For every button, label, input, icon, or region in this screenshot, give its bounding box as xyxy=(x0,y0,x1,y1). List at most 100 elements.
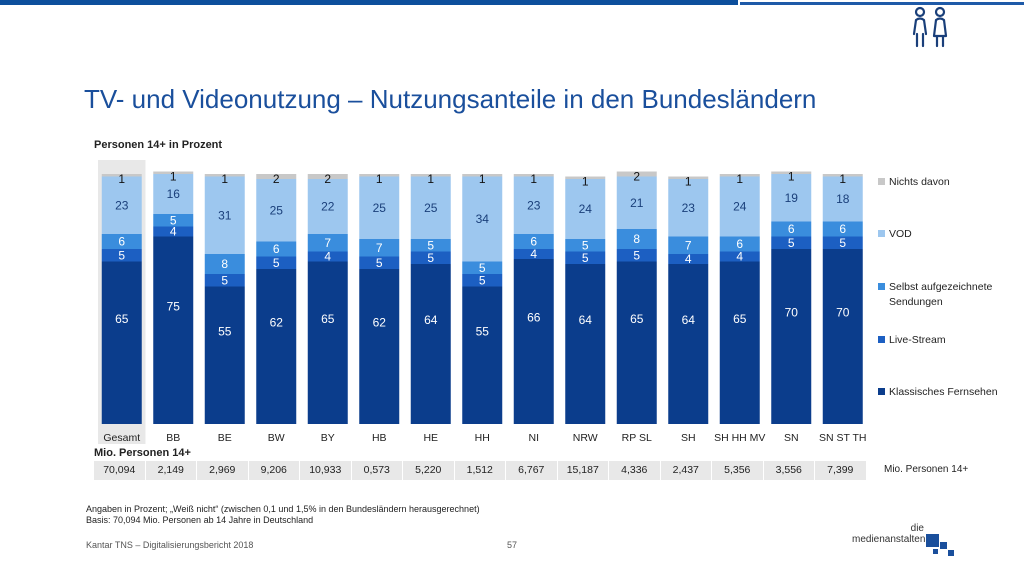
category-label: BW xyxy=(268,432,285,444)
category-label: BE xyxy=(218,432,232,444)
mio-row: 70,094 2,149 2,969 9,206 10,933 0,573 5,… xyxy=(94,461,867,480)
category-label: SH xyxy=(681,432,696,444)
bar-segment xyxy=(256,179,297,242)
bar-segment xyxy=(462,261,503,274)
legend-swatch xyxy=(878,336,885,343)
data-label: 1 xyxy=(118,172,125,186)
logo-text: die medienanstalten xyxy=(852,523,926,545)
bar-segment xyxy=(513,176,554,234)
mio-row-label: Mio. Personen 14+ xyxy=(884,464,969,475)
data-label: 6 xyxy=(273,242,280,256)
bar-segment xyxy=(616,249,657,262)
legend-swatch xyxy=(878,388,885,395)
legend-swatch xyxy=(878,283,885,290)
data-label: 23 xyxy=(527,198,541,212)
data-label: 70 xyxy=(836,306,850,320)
logo-line-2: medienanstalten xyxy=(852,534,926,545)
bar-segment xyxy=(256,256,297,269)
bar-segment xyxy=(462,274,503,287)
category-label: SN xyxy=(784,432,799,444)
data-label: 1 xyxy=(582,175,589,189)
bar-segment xyxy=(616,171,657,177)
bar-segment xyxy=(668,264,709,424)
data-label: 4 xyxy=(736,250,743,264)
medienanstalten-logo-icon xyxy=(926,534,954,556)
bar-segment xyxy=(719,176,760,237)
bar-segment xyxy=(771,174,812,222)
bar-segment xyxy=(822,236,863,249)
logo-line-1: die xyxy=(910,523,924,534)
bar-segment xyxy=(513,174,554,177)
data-label: 19 xyxy=(785,191,799,205)
bar-segment xyxy=(153,214,194,227)
bar-segment xyxy=(153,236,194,424)
bar-segment xyxy=(771,236,812,249)
mio-cell: 1,512 xyxy=(454,461,506,480)
data-label: 62 xyxy=(270,316,284,330)
legend-swatch xyxy=(878,230,885,237)
bar-segment xyxy=(410,176,451,239)
mio-cell: 5,220 xyxy=(403,461,455,480)
data-label: 24 xyxy=(579,202,593,216)
mio-cell: 10,933 xyxy=(300,461,352,480)
legend-label: Sendungen xyxy=(889,296,943,308)
data-label: 55 xyxy=(218,324,232,338)
mio-cell: 2,969 xyxy=(197,461,249,480)
bar-segment xyxy=(153,226,194,237)
footnote-1: Angaben in Prozent; „Weiß nicht“ (zwisch… xyxy=(86,504,480,514)
data-label: 5 xyxy=(221,273,228,287)
bar-segment xyxy=(771,221,812,237)
data-label: 7 xyxy=(324,236,331,250)
data-label: 64 xyxy=(424,313,438,327)
mio-cell: 2,149 xyxy=(145,461,197,480)
bar-segment xyxy=(256,241,297,257)
bar-segment xyxy=(462,176,503,262)
bar-segment xyxy=(256,269,297,424)
page-title: TV- und Videonutzung – Nutzungsanteile i… xyxy=(84,84,817,114)
data-label: 8 xyxy=(221,257,228,271)
data-label: 34 xyxy=(476,212,490,226)
people-icon xyxy=(912,6,948,48)
bar-segment xyxy=(101,174,142,177)
category-label: NRW xyxy=(573,432,598,444)
category-label: HB xyxy=(372,432,387,444)
data-label: 25 xyxy=(373,201,387,215)
category-label: HE xyxy=(423,432,438,444)
bar-segment xyxy=(204,174,245,177)
data-label: 6 xyxy=(788,222,795,236)
data-label: 5 xyxy=(427,238,434,252)
bar-segment xyxy=(359,239,400,257)
bar-segment xyxy=(101,249,142,262)
data-label: 7 xyxy=(376,241,383,255)
mio-cell: 7,399 xyxy=(815,461,867,480)
mio-cell: 70,094 xyxy=(94,461,146,480)
legend-label: Klassisches Fernsehen xyxy=(889,386,998,398)
data-label: 1 xyxy=(427,172,434,186)
bar-segment xyxy=(307,179,348,234)
data-label: 5 xyxy=(788,236,795,250)
data-label: 4 xyxy=(530,247,537,261)
footnote-2: Basis: 70,094 Mio. Personen ab 14 Jahre … xyxy=(86,515,314,525)
data-label: 1 xyxy=(376,172,383,186)
data-label: 5 xyxy=(273,256,280,270)
data-label: 1 xyxy=(736,172,743,186)
mio-cell: 4,336 xyxy=(609,461,661,480)
legend-swatch xyxy=(878,178,885,185)
bar-segment xyxy=(565,264,606,424)
data-label: 66 xyxy=(527,311,541,325)
top-bar xyxy=(0,0,738,5)
mio-cell: 15,187 xyxy=(557,461,609,480)
bar-segment xyxy=(204,176,245,254)
category-label: NI xyxy=(529,432,540,444)
data-label: 18 xyxy=(836,192,850,206)
legend-label: Selbst aufgezeichnete xyxy=(889,281,992,293)
bar-segment xyxy=(410,264,451,424)
data-label: 23 xyxy=(682,201,696,215)
category-label: Gesamt xyxy=(103,432,140,444)
bar-segment xyxy=(565,239,606,252)
data-label: 16 xyxy=(167,187,181,201)
data-label: 24 xyxy=(733,200,747,214)
bar-segment xyxy=(513,259,554,424)
page-number: 57 xyxy=(507,540,518,550)
bar-segment xyxy=(719,261,760,424)
